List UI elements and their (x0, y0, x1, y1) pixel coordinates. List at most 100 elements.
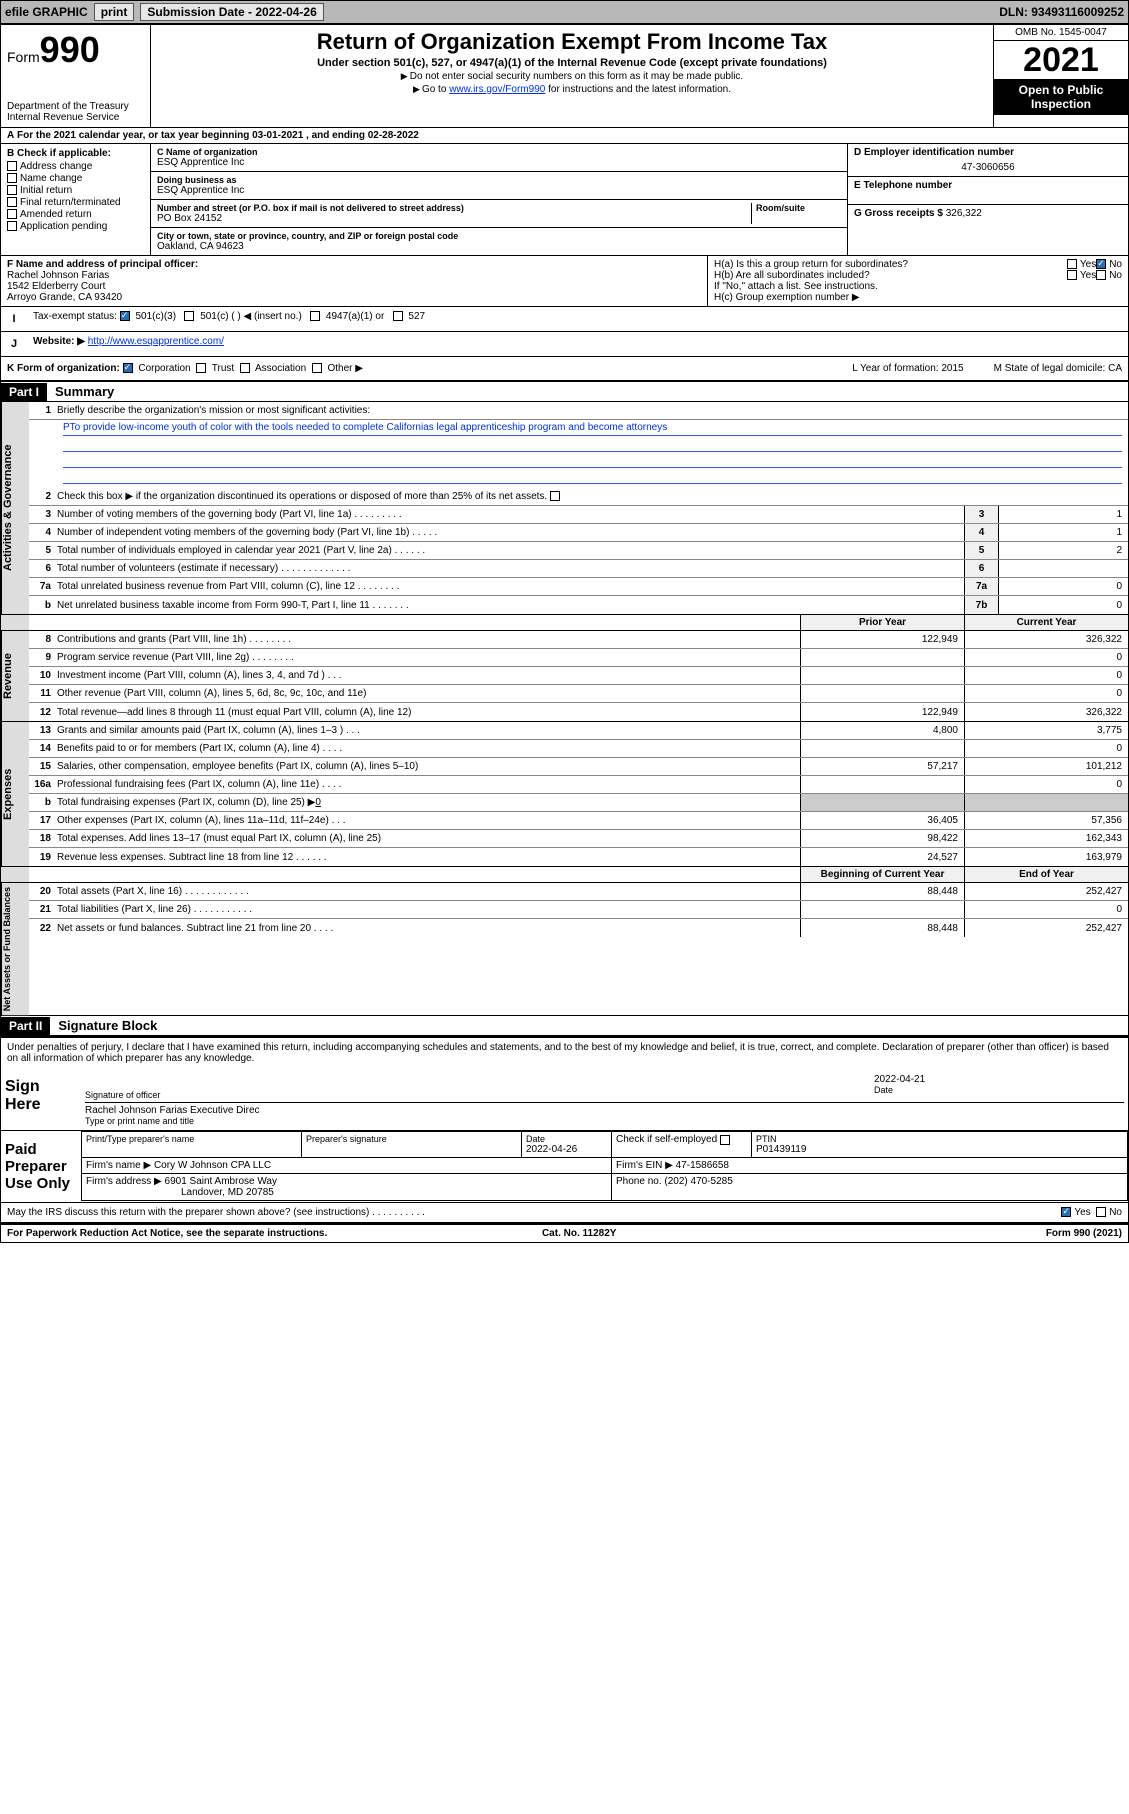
v5: 2 (998, 542, 1128, 559)
may-irs-yes[interactable] (1061, 1207, 1071, 1217)
p11 (800, 685, 964, 702)
form-header: Form990 Department of the Treasury Inter… (1, 25, 1128, 128)
chk-discontinued[interactable] (550, 491, 560, 501)
c9: 0 (964, 649, 1128, 666)
l3: Number of voting members of the governin… (57, 507, 964, 522)
vlabel-revenue: Revenue (1, 631, 29, 721)
street: PO Box 24152 (157, 213, 751, 224)
chk-initial-return[interactable]: Initial return (7, 185, 144, 196)
gross-receipts-label: G Gross receipts $ (854, 208, 943, 219)
l17: Other expenses (Part IX, column (A), lin… (57, 813, 800, 828)
arrow-icon (401, 71, 410, 82)
firm-ein-label: Firm's EIN ▶ (616, 1160, 673, 1171)
chk-501c3[interactable] (120, 311, 130, 321)
part-1-header: Part I Summary (1, 382, 1128, 402)
v7a: 0 (998, 578, 1128, 595)
vlabel-expenses: Expenses (1, 722, 29, 866)
form-title: Return of Organization Exempt From Incom… (159, 29, 985, 55)
p8: 122,949 (800, 631, 964, 648)
l4: Number of independent voting members of … (57, 525, 964, 540)
website-link[interactable]: http://www.esqapprentice.com/ (88, 336, 224, 347)
prep-date: 2022-04-26 (526, 1144, 607, 1155)
firm-ein: 47-1586658 (676, 1160, 729, 1171)
website-label: Website: ▶ (33, 336, 85, 347)
chk-self-employed[interactable] (720, 1135, 730, 1145)
irs-link[interactable]: www.irs.gov/Form990 (449, 84, 545, 95)
state-domicile: M State of legal domicile: CA (994, 363, 1122, 374)
city-label: City or town, state or province, country… (157, 231, 841, 241)
ha-yes[interactable] (1067, 259, 1077, 269)
chk-address-change[interactable]: Address change (7, 161, 144, 172)
ptin: P01439119 (756, 1144, 1123, 1155)
chk-name-change[interactable]: Name change (7, 173, 144, 184)
c16b-shade (964, 794, 1128, 811)
city: Oakland, CA 94623 (157, 241, 841, 252)
chk-501c[interactable] (184, 311, 194, 321)
chk-final-return[interactable]: Final return/terminated (7, 197, 144, 208)
chk-trust[interactable] (196, 363, 206, 373)
c13: 3,775 (964, 722, 1128, 739)
c22: 252,427 (964, 919, 1128, 937)
ptin-label: PTIN (756, 1134, 1123, 1144)
c12: 326,322 (964, 703, 1128, 721)
irs-label: Internal Revenue Service (7, 112, 144, 123)
p10 (800, 667, 964, 684)
chk-other[interactable] (312, 363, 322, 373)
l12: Total revenue—add lines 8 through 11 (mu… (57, 705, 800, 720)
p12: 122,949 (800, 703, 964, 721)
p9 (800, 649, 964, 666)
form-number: 990 (40, 29, 100, 70)
hdr-prior: Prior Year (800, 615, 964, 630)
tax-year: 2021 (994, 41, 1128, 79)
chk-4947[interactable] (310, 311, 320, 321)
prior-current-header: Prior Year Current Year (1, 615, 1128, 631)
p13: 4,800 (800, 722, 964, 739)
page-footer: For Paperwork Reduction Act Notice, see … (1, 1224, 1128, 1242)
chk-corporation[interactable] (123, 363, 133, 373)
box-b-header: B Check if applicable: (7, 148, 144, 159)
form-org-label: K Form of organization: (7, 363, 120, 374)
submission-date-button[interactable]: Submission Date - 2022-04-26 (140, 3, 323, 21)
l20: Total assets (Part X, line 16) . . . . .… (57, 884, 800, 899)
officer-label: F Name and address of principal officer: (7, 259, 701, 270)
cat-no: Cat. No. 11282Y (542, 1228, 616, 1239)
hdr-current: Current Year (964, 615, 1128, 630)
l14: Benefits paid to or for members (Part IX… (57, 741, 800, 756)
l5: Total number of individuals employed in … (57, 543, 964, 558)
row-j: J Website: ▶ http://www.esqapprentice.co… (1, 332, 1128, 357)
c20: 252,427 (964, 883, 1128, 900)
firm-addr2: Landover, MD 20785 (181, 1187, 274, 1198)
chk-app-pending[interactable]: Application pending (7, 221, 144, 232)
p18: 98,422 (800, 830, 964, 847)
ein-label: D Employer identification number (854, 147, 1122, 158)
l21: Total liabilities (Part X, line 26) . . … (57, 902, 800, 917)
dln-label: DLN: 93493116009252 (999, 5, 1124, 19)
row-klm: K Form of organization: Corporation Trus… (1, 357, 1128, 382)
section-governance: Activities & Governance 1Briefly describ… (1, 402, 1128, 615)
gross-receipts: 326,322 (946, 208, 982, 219)
chk-amended[interactable]: Amended return (7, 209, 144, 220)
may-irs-no[interactable] (1096, 1207, 1106, 1217)
hdr-boy: Beginning of Current Year (800, 867, 964, 882)
v3: 1 (998, 506, 1128, 523)
hb-no[interactable] (1096, 270, 1106, 280)
ha-no[interactable] (1096, 259, 1106, 269)
hb-yes[interactable] (1067, 270, 1077, 280)
hdr-eoy: End of Year (964, 867, 1128, 882)
h-a: H(a) Is this a group return for subordin… (714, 259, 1067, 270)
identity-block: B Check if applicable: Address change Na… (1, 144, 1128, 255)
chk-association[interactable] (240, 363, 250, 373)
chk-527[interactable] (393, 311, 403, 321)
print-button[interactable]: print (94, 3, 135, 21)
prep-name-label: Print/Type preparer's name (86, 1134, 297, 1144)
c19: 163,979 (964, 848, 1128, 866)
firm-addr1: 6901 Saint Ambrose Way (165, 1176, 277, 1187)
paid-preparer-table: Print/Type preparer's name Preparer's si… (81, 1131, 1128, 1201)
h-b: H(b) Are all subordinates included? (714, 270, 1067, 281)
c16a: 0 (964, 776, 1128, 793)
sign-here-row: Sign Here Signature of officer 2022-04-2… (1, 1068, 1128, 1131)
self-employed: Check if self-employed (616, 1134, 717, 1145)
part-2-header: Part II Signature Block (1, 1016, 1128, 1036)
officer-name-title: Rachel Johnson Farias Executive Direc (85, 1105, 1124, 1116)
note-goto-post: for instructions and the latest informat… (545, 84, 731, 95)
